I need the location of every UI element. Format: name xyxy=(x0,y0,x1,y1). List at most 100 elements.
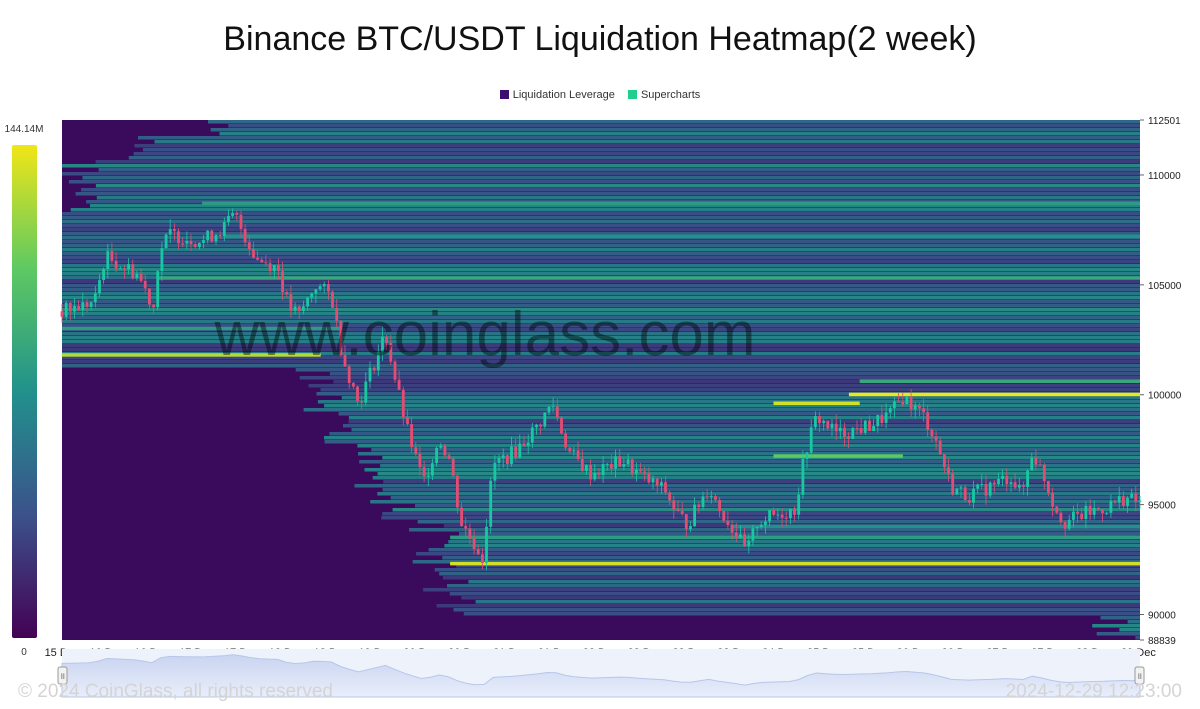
candle-body xyxy=(314,289,318,294)
candle-body xyxy=(431,463,434,476)
candle-body xyxy=(859,428,863,433)
heatmap-band xyxy=(62,240,1140,244)
heatmap-band xyxy=(62,256,1140,260)
candle-body xyxy=(89,302,93,307)
liquidation-level xyxy=(202,201,1141,205)
candle-body xyxy=(897,401,900,403)
navigator-handle-right[interactable] xyxy=(1134,666,1145,685)
candle-body xyxy=(1038,464,1042,466)
candle-body xyxy=(838,427,842,432)
heatmap-band xyxy=(329,432,1140,436)
candle-body xyxy=(1109,500,1113,513)
legend: Liquidation Leverage Supercharts xyxy=(0,89,1200,101)
candle-body xyxy=(302,306,305,311)
candle-body xyxy=(564,433,567,448)
candle-body xyxy=(872,426,875,432)
heatmap-band xyxy=(208,120,1140,124)
heatmap-band xyxy=(382,488,1141,492)
heatmap-band xyxy=(377,472,1141,476)
candle-body xyxy=(601,464,605,476)
candle-body xyxy=(614,456,617,469)
legend-item-supercharts[interactable]: Supercharts xyxy=(627,89,700,101)
candle-body xyxy=(81,302,85,311)
candle-body xyxy=(218,235,222,236)
candle-body xyxy=(739,534,742,538)
candle-body xyxy=(347,366,351,384)
heatmap-band xyxy=(95,184,1140,188)
candle-body xyxy=(660,482,663,486)
candle-body xyxy=(489,480,493,527)
candle-body xyxy=(439,445,443,448)
liquidation-level xyxy=(773,454,903,458)
candle-body xyxy=(522,443,526,446)
heatmap-band xyxy=(62,328,1140,332)
candle-body xyxy=(764,521,767,525)
candle-body xyxy=(905,396,909,405)
heatmap-band xyxy=(62,268,1140,272)
candle-body xyxy=(1051,492,1054,507)
candle-body xyxy=(1122,496,1125,506)
heatmap-band xyxy=(463,612,1140,616)
heatmap-band xyxy=(370,500,1140,504)
candle-body xyxy=(635,469,638,474)
candle-body xyxy=(947,467,950,474)
heatmap-band xyxy=(299,376,1140,380)
navigator-handle-left[interactable] xyxy=(57,666,68,685)
candle-body xyxy=(222,222,226,236)
heatmap-band xyxy=(62,248,1140,252)
heatmap-band xyxy=(1127,620,1140,624)
legend-item-liquidation-leverage[interactable]: Liquidation Leverage xyxy=(499,89,615,101)
heatmap-band xyxy=(383,480,1140,484)
heatmap-band xyxy=(75,192,1141,196)
candle-body xyxy=(593,473,597,480)
candle-body xyxy=(876,415,880,426)
color-scale: 144.14M 0 xyxy=(5,124,44,658)
y-tick-label: 95000 xyxy=(1148,501,1176,512)
liquidation-level xyxy=(62,353,321,357)
heatmap-band xyxy=(390,496,1140,500)
navigator-handle-right-icon: ॥ xyxy=(1137,671,1142,681)
candle-body xyxy=(684,514,688,530)
heatmap-band xyxy=(62,264,1140,268)
heatmap-band xyxy=(461,596,1140,600)
candle-body xyxy=(1138,500,1142,502)
heatmap-band xyxy=(381,516,1140,520)
candle-body xyxy=(547,406,551,413)
candle-body xyxy=(393,361,397,380)
candle-body xyxy=(239,214,243,229)
heatmap-band xyxy=(62,272,1140,276)
liquidation-level xyxy=(159,276,1140,280)
candle-body xyxy=(422,467,426,477)
candle-body xyxy=(152,304,155,308)
candle-body xyxy=(202,240,205,243)
candle-body xyxy=(127,264,130,270)
candle-body xyxy=(356,386,359,402)
candle-body xyxy=(318,286,322,290)
heatmap-band xyxy=(62,316,1140,320)
candle-body xyxy=(943,454,946,468)
candle-body xyxy=(585,465,588,472)
candle-body xyxy=(1005,475,1009,484)
heatmap-band xyxy=(1096,632,1140,636)
candle-body xyxy=(485,526,488,564)
candle-body xyxy=(755,527,759,529)
candle-body xyxy=(847,436,850,439)
candle-body xyxy=(1088,506,1092,515)
liquidation-level xyxy=(848,392,1140,397)
heatmap-band xyxy=(343,424,1140,428)
heatmap-band xyxy=(1119,628,1140,632)
candle-body xyxy=(210,230,214,242)
heatmap-band xyxy=(348,416,1140,420)
heatmap-band xyxy=(303,408,1141,412)
heatmap-band xyxy=(1092,624,1140,628)
heatmap-band xyxy=(138,136,1140,140)
watermark: www.coinglass.com xyxy=(214,300,756,369)
candle-body xyxy=(135,273,139,279)
heatmap-band xyxy=(308,384,1141,388)
candle-body xyxy=(705,496,709,498)
candle-body xyxy=(555,406,559,418)
heatmap-band xyxy=(62,308,1140,312)
candle-body xyxy=(148,288,151,305)
range-navigator[interactable]: ॥ ॥ xyxy=(57,649,1145,698)
